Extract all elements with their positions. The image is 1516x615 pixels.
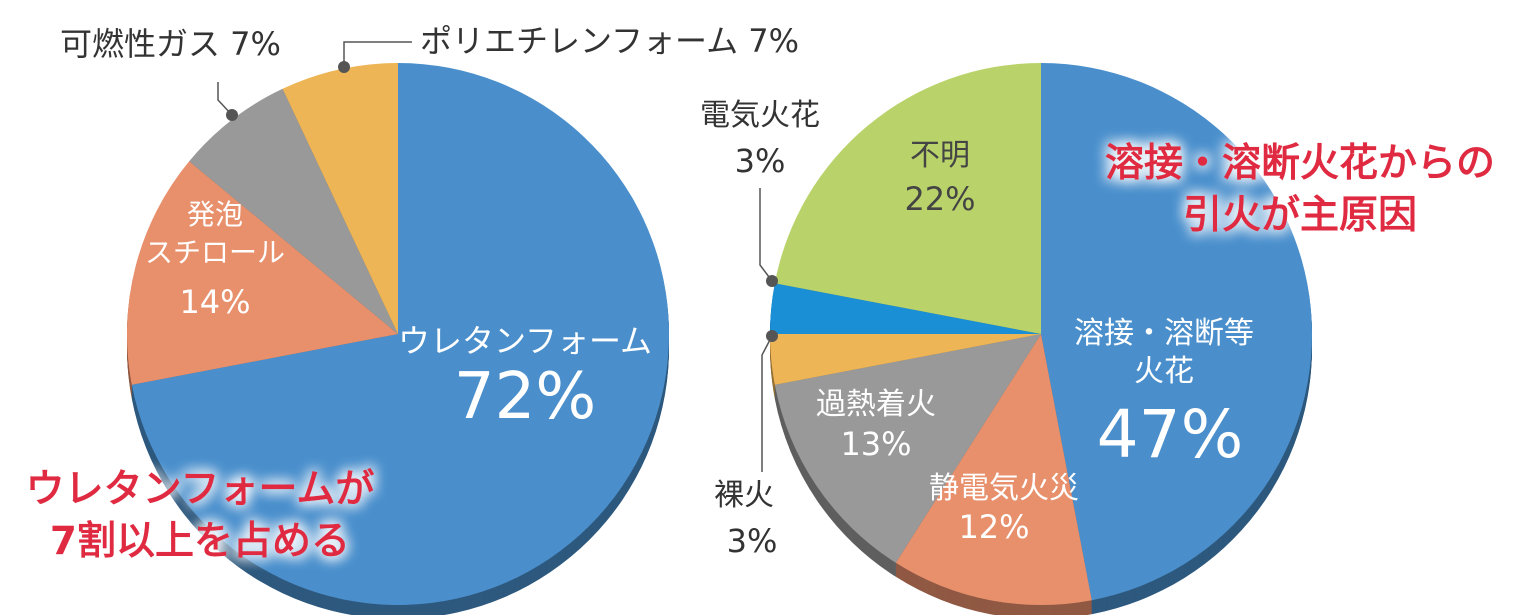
pie2-slice-5 — [774, 63, 1041, 334]
slice-label-urethane: ウレタンフォーム — [398, 322, 652, 360]
pie1-slice-1 — [127, 161, 398, 385]
slice-label-polyethylene: ポリエチレンフォーム 7% — [420, 22, 799, 60]
pie2-slice-0 — [1041, 63, 1313, 601]
slice-value-welding: 47% — [1097, 396, 1244, 473]
pie2-slice-3 — [770, 334, 1041, 385]
slice-value-unknown: 22% — [904, 180, 975, 218]
slice-label-open-flame: 裸火 — [714, 478, 774, 513]
leader-dot-electric-spark — [766, 275, 778, 287]
leader-dot-gas — [226, 109, 238, 121]
slice-value-static: 12% — [958, 508, 1029, 546]
leader-line-open-flame — [761, 335, 773, 472]
pie1-slice-3 — [282, 63, 398, 334]
slice-label-static: 静電気火災 — [929, 471, 1079, 506]
callout-urethane-majority: ウレタンフォームが 7割以上を占める — [26, 467, 375, 564]
pie1-slice-2 — [189, 88, 398, 334]
slice-label-unknown: 不明 — [910, 138, 970, 173]
slice-value-urethane: 72% — [454, 360, 596, 434]
pie1-slice-0 — [131, 63, 670, 605]
leader-dot-open-flame — [766, 330, 778, 342]
leader-dot-polyethylene — [338, 61, 350, 73]
slice-label-flammable-gas: 可燃性ガス 7% — [60, 25, 281, 63]
leader-line-gas — [217, 82, 233, 116]
slice-value-styrofoam: 14% — [179, 283, 250, 321]
leader-line-electric-spark — [759, 188, 773, 282]
pie-chart-materials — [127, 63, 670, 615]
callout-welding-main-cause: 溶接・溶断火花からの引火が主原因 — [1105, 141, 1495, 238]
slice-value-overheat: 13% — [840, 425, 911, 463]
pie2-slice-2 — [774, 334, 1041, 563]
slice-value-open-flame: 3% — [727, 522, 778, 560]
pie-chart-causes — [770, 63, 1313, 615]
slice-label-electric-spark: 電気火花 — [700, 98, 820, 133]
leader-line-polyethylene — [343, 41, 412, 67]
slice-label-styrofoam: 発泡スチロール — [145, 198, 285, 269]
slice-label-welding: 溶接・溶断等火花 — [1074, 316, 1254, 389]
pie2-slice-1 — [895, 334, 1092, 605]
pie2-slice-4 — [770, 283, 1041, 334]
slice-label-overheat: 過熱着火 — [816, 387, 936, 422]
slice-value-electric-spark: 3% — [735, 142, 786, 180]
